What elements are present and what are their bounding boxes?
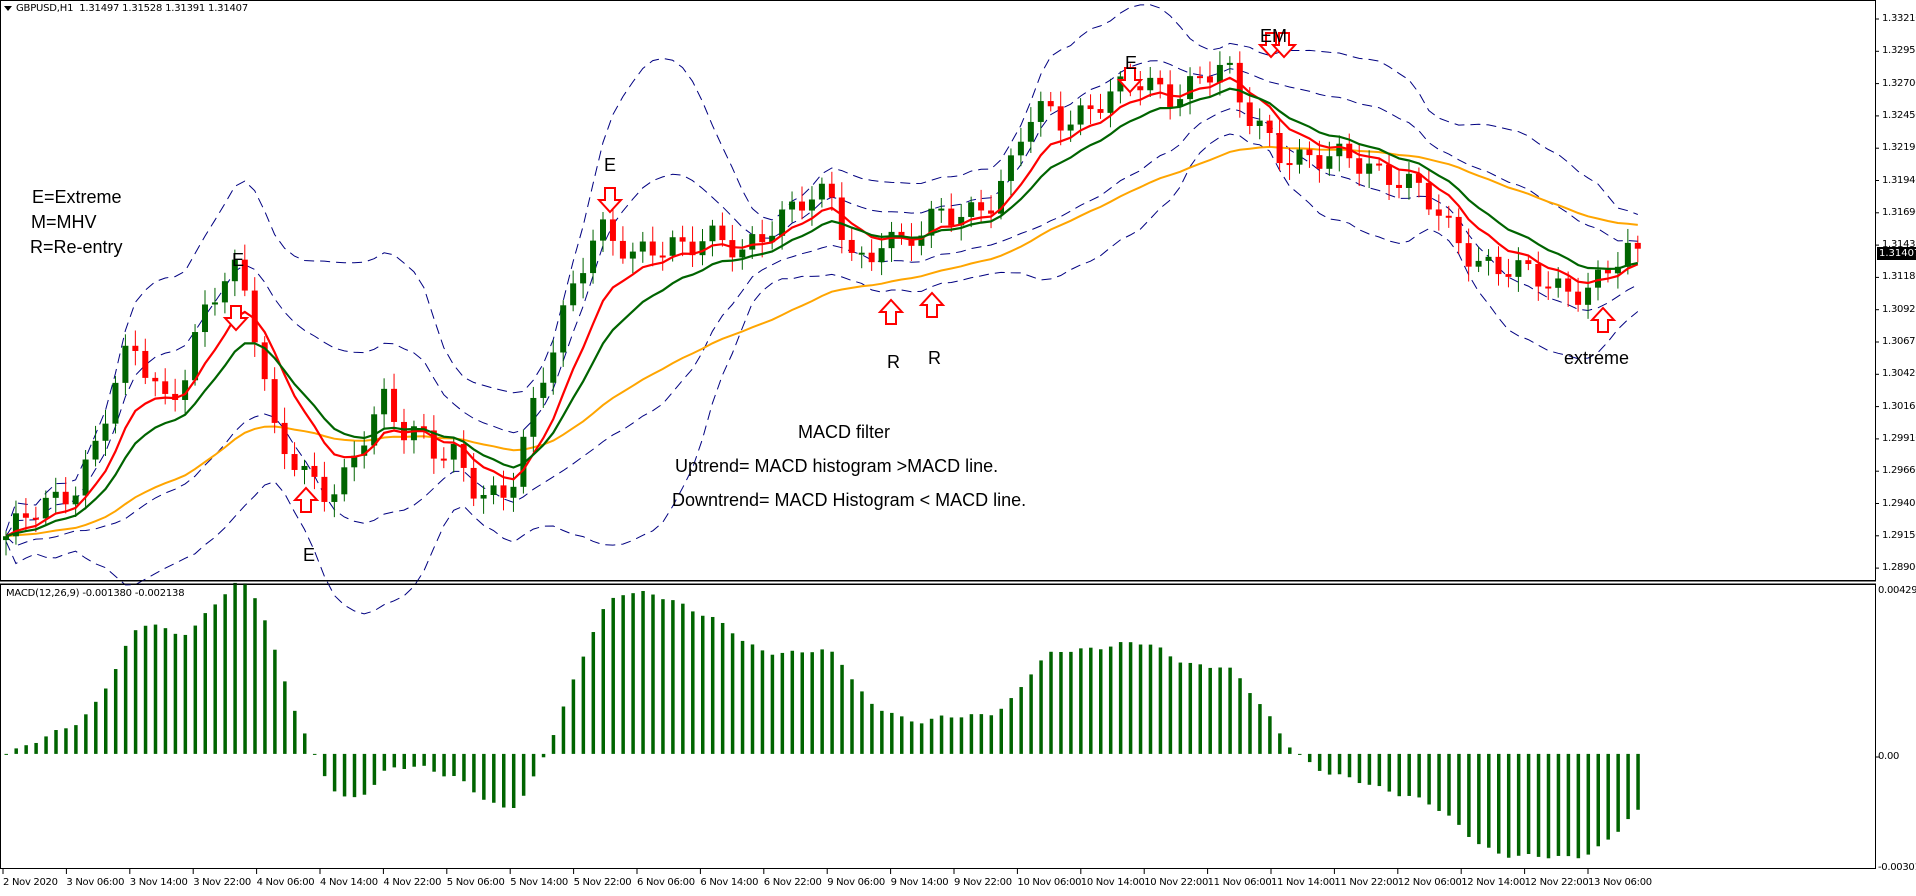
arrow-up-icon bbox=[1589, 306, 1617, 333]
time-tick: 9 Nov 14:00 bbox=[890, 877, 949, 888]
time-tick: 5 Nov 06:00 bbox=[446, 877, 505, 888]
time-tick: 4 Nov 22:00 bbox=[383, 877, 442, 888]
price-tick: 1.32955 bbox=[1882, 45, 1916, 57]
time-tick: 10 Nov 06:00 bbox=[1017, 877, 1082, 888]
price-tick: 1.29910 bbox=[1882, 432, 1916, 444]
legend-extreme: E=Extreme bbox=[32, 187, 122, 207]
time-tick: 3 Nov 22:00 bbox=[193, 877, 251, 888]
macd-filter-downtrend: Downtrend= MACD Histogram < MACD line. bbox=[672, 490, 1027, 510]
time-tick: 3 Nov 14:00 bbox=[129, 877, 188, 888]
price-tick: 1.31940 bbox=[1882, 174, 1916, 186]
marker-label: R bbox=[887, 352, 900, 372]
price-tick: 1.29660 bbox=[1882, 465, 1916, 477]
macd-filter-uptrend: Uptrend= MACD histogram >MACD line. bbox=[675, 456, 999, 476]
time-tick: 9 Nov 22:00 bbox=[954, 877, 1012, 888]
arrow-up-icon bbox=[292, 486, 320, 513]
time-tick: 3 Nov 06:00 bbox=[66, 877, 125, 888]
macd-header: MACD(12,26,9) -0.001380 -0.002138 bbox=[6, 588, 185, 599]
price-tick: 1.31690 bbox=[1882, 206, 1916, 218]
time-tick: 11 Nov 22:00 bbox=[1334, 877, 1399, 888]
marker-label: E bbox=[604, 155, 617, 175]
time-tick: 11 Nov 14:00 bbox=[1271, 877, 1335, 888]
marker-label: E bbox=[1125, 53, 1138, 73]
price-tick: 1.30675 bbox=[1882, 336, 1916, 347]
price-tick: 1.28900 bbox=[1882, 562, 1916, 574]
price-tick: 1.33210 bbox=[1882, 13, 1916, 24]
ohlc-values: 1.31497 1.31528 1.31391 1.31407 bbox=[79, 3, 248, 14]
arrow-up-icon bbox=[918, 291, 946, 318]
symbol-label: GBPUSD,H1 bbox=[16, 3, 74, 14]
price-tick: 1.32195 bbox=[1882, 142, 1916, 154]
time-tick: 9 Nov 06:00 bbox=[827, 877, 885, 888]
price-tick: 1.32450 bbox=[1882, 109, 1916, 121]
time-tick: 13 Nov 06:00 bbox=[1588, 877, 1652, 888]
marker-label: E bbox=[232, 250, 245, 270]
arrow-down-icon bbox=[222, 305, 250, 332]
legend-annotation: E=Extreme M=MHV R=Re-entry bbox=[30, 185, 123, 260]
legend-reentry: R=Re-entry bbox=[30, 237, 123, 257]
price-tick: 1.31180 bbox=[1882, 271, 1916, 283]
time-tick: 5 Nov 22:00 bbox=[573, 877, 632, 888]
arrow-down-icon bbox=[1116, 67, 1144, 94]
arrow-down-icon bbox=[596, 187, 624, 214]
price-tick: 1.32700 bbox=[1882, 77, 1916, 89]
marker-label: R bbox=[928, 348, 941, 368]
time-tick: 12 Nov 06:00 bbox=[1397, 877, 1462, 888]
time-tick: 6 Nov 06:00 bbox=[637, 877, 695, 888]
time-tick: 4 Nov 06:00 bbox=[256, 877, 315, 888]
time-tick: 11 Nov 06:00 bbox=[1207, 877, 1272, 888]
time-tick: 4 Nov 14:00 bbox=[320, 877, 378, 888]
price-tick: 1.29405 bbox=[1882, 497, 1916, 509]
macd-filter-title: MACD filter bbox=[798, 422, 891, 442]
macd-tick: 0.004297 bbox=[1878, 585, 1916, 596]
time-tick: 12 Nov 14:00 bbox=[1461, 877, 1526, 888]
arrow-up-icon bbox=[877, 298, 905, 325]
macd-tick: -0.00301 bbox=[1878, 862, 1916, 873]
marker-label: E bbox=[303, 545, 316, 565]
time-tick: 10 Nov 22:00 bbox=[1144, 877, 1209, 888]
time-tick: 6 Nov 14:00 bbox=[700, 877, 759, 888]
time-tick: 6 Nov 22:00 bbox=[763, 877, 822, 888]
arrow-down-icon bbox=[1270, 32, 1298, 59]
time-tick: 10 Nov 14:00 bbox=[1080, 877, 1145, 888]
marker-label: EM bbox=[1260, 26, 1287, 46]
macd-tick: 0.00 bbox=[1878, 751, 1900, 762]
arrow-down-icon bbox=[1257, 32, 1285, 59]
time-tick: 12 Nov 22:00 bbox=[1524, 877, 1589, 888]
time-tick: 2 Nov 2020 bbox=[3, 877, 58, 888]
price-tick: 1.30165 bbox=[1882, 400, 1916, 412]
triangle-down-icon[interactable] bbox=[4, 5, 12, 11]
price-tick: 1.29150 bbox=[1882, 529, 1916, 541]
marker-label: extreme bbox=[1564, 348, 1630, 368]
time-tick: 5 Nov 14:00 bbox=[510, 877, 568, 888]
legend-mhv: M=MHV bbox=[31, 212, 97, 232]
price-tick: 1.30420 bbox=[1882, 368, 1916, 380]
current-price-tag: 1.31407 bbox=[1877, 247, 1916, 260]
price-tick: 1.30925 bbox=[1882, 303, 1916, 315]
chart-header: GBPUSD,H1 1.31497 1.31528 1.31391 1.3140… bbox=[4, 3, 248, 14]
price-tick: 1.31435 bbox=[1882, 239, 1916, 251]
